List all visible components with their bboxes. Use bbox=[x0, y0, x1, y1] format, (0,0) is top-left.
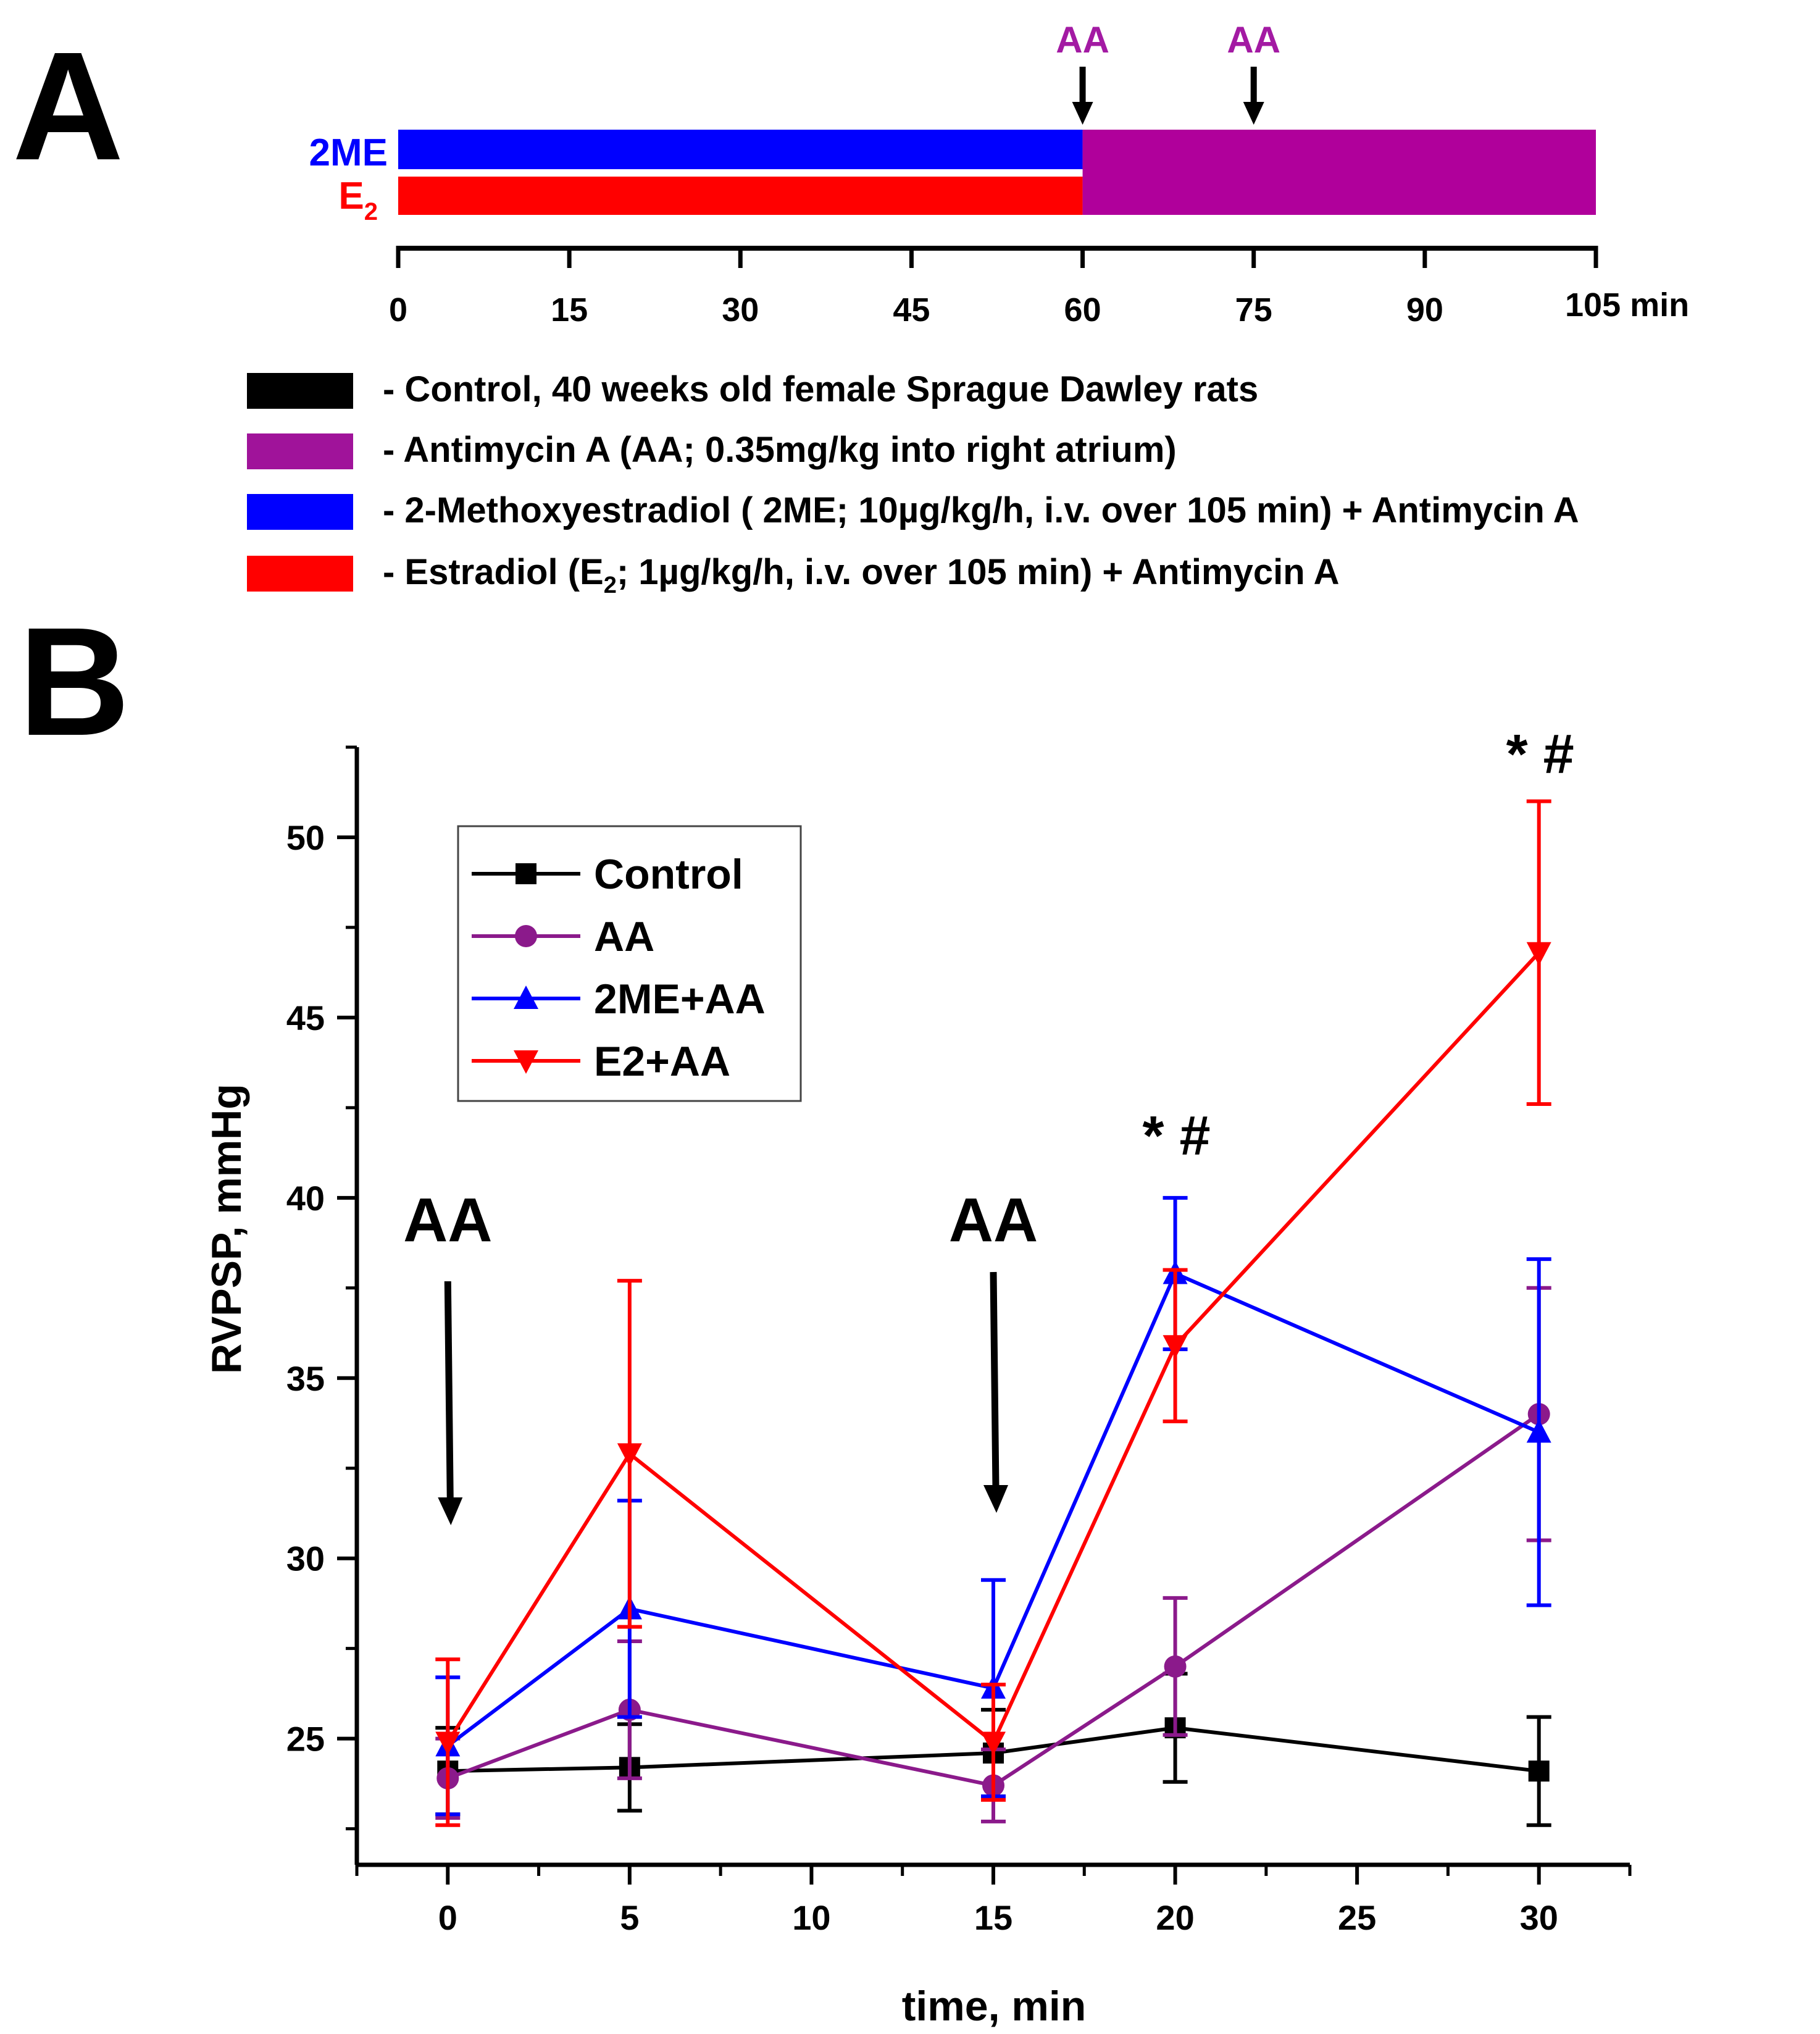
panel-a: A 2ME E2 AA AA 0 15 30 45 60 75 90 105 min - Con… bbox=[12, 19, 1689, 598]
aa-annotation-label: AA bbox=[403, 1186, 492, 1255]
y-tick-label: 50 bbox=[286, 818, 325, 857]
x-axis-label: time, min bbox=[902, 1983, 1087, 2030]
data-point bbox=[1528, 1760, 1550, 1782]
data-point bbox=[435, 1731, 461, 1756]
bar-2me bbox=[398, 130, 1083, 169]
timeline-tick-label: 45 bbox=[893, 291, 930, 329]
legend-marker bbox=[516, 863, 536, 884]
legend-label: 2ME+AA bbox=[594, 976, 766, 1023]
aa-annotation-arrow-shaft bbox=[990, 1271, 1000, 1489]
legend-marker bbox=[514, 986, 538, 1009]
timeline-tick-label: 0 bbox=[389, 291, 407, 329]
data-point bbox=[1163, 1335, 1188, 1359]
aa-arrow-head bbox=[1243, 102, 1264, 125]
row-label-e2-sub: 2 bbox=[364, 198, 378, 225]
protocol-legend: - Control, 40 weeks old female Sprague D… bbox=[247, 369, 1579, 598]
timeline-tick-label: 60 bbox=[1064, 291, 1101, 329]
legend-label: AA bbox=[594, 913, 654, 960]
chart-axes: 0 5 10 15 20 25 30 25 30 35 40 45 50 bbox=[286, 745, 1632, 1937]
bar-e2 bbox=[398, 177, 1083, 215]
chart-annotations: AA AA * # * # bbox=[403, 724, 1574, 1525]
aa-annotation-arrow-head bbox=[983, 1485, 1008, 1513]
x-tick-label: 10 bbox=[792, 1898, 830, 1937]
legend-swatch bbox=[247, 556, 353, 592]
x-tick-label: 30 bbox=[1520, 1898, 1558, 1937]
aa-annotation-arrow-head bbox=[438, 1497, 463, 1525]
timeline-tick-label-last: 105 min bbox=[1565, 287, 1689, 324]
chart-legend: Control AA 2ME+AA E2+AA bbox=[457, 825, 802, 1102]
legend-label: Control bbox=[594, 851, 743, 898]
aa-annotation-label: AA bbox=[949, 1186, 1038, 1255]
data-point bbox=[1526, 942, 1551, 966]
series-e2-aa bbox=[435, 799, 1551, 1827]
aa-arrow-head bbox=[1072, 102, 1093, 125]
aa-mark-label: AA bbox=[1056, 19, 1109, 61]
y-tick-label: 35 bbox=[286, 1359, 325, 1398]
data-point bbox=[1526, 1419, 1551, 1443]
significance-mark: * # bbox=[1143, 1105, 1211, 1167]
legend-entry-text: - Antimycin A (AA; 0.35mg/kg into right … bbox=[383, 430, 1177, 470]
legend-marker bbox=[514, 1050, 538, 1074]
legend-swatch bbox=[247, 494, 353, 530]
data-point bbox=[1164, 1655, 1187, 1678]
panel-b-label: B bbox=[19, 595, 130, 768]
protocol-bars bbox=[398, 130, 1596, 215]
legend-label: E2+AA bbox=[594, 1038, 730, 1085]
legend-marker bbox=[515, 925, 537, 947]
row-label-e2-base: E bbox=[338, 175, 364, 217]
y-tick-label: 30 bbox=[286, 1539, 325, 1578]
x-tick-label: 20 bbox=[1156, 1898, 1194, 1937]
y-tick-label: 40 bbox=[286, 1179, 325, 1218]
legend-text-part: - Estradiol (E bbox=[383, 552, 604, 592]
legend-entry-text: - 2-Methoxyestradiol ( 2ME; 10µg/kg/h, i… bbox=[383, 490, 1579, 530]
rvpsp-chart: 0 5 10 15 20 25 30 25 30 35 40 45 50 AA AA * # * # Cont… bbox=[286, 724, 1632, 1937]
aa-annotation-arrow-shaft bbox=[444, 1281, 454, 1501]
legend-text-part: ; 1µg/kg/h, i.v. over 105 min) + Antimyc… bbox=[617, 552, 1340, 592]
data-point bbox=[981, 1731, 1006, 1756]
row-label-2me: 2ME bbox=[309, 132, 388, 174]
y-tick-label: 25 bbox=[286, 1720, 325, 1759]
legend-text-subscript: 2 bbox=[604, 572, 617, 598]
timeline-tick-label: 75 bbox=[1235, 291, 1272, 329]
row-label-e2: E2 bbox=[338, 175, 378, 225]
significance-mark: * # bbox=[1506, 724, 1574, 785]
y-tick-label: 45 bbox=[286, 998, 325, 1037]
x-tick-label: 5 bbox=[620, 1898, 639, 1937]
legend-entry-text: - Estradiol (E2; 1µg/kg/h, i.v. over 105… bbox=[383, 552, 1339, 598]
timeline-tick-label: 30 bbox=[722, 291, 759, 329]
timeline-tick-label: 15 bbox=[551, 291, 588, 329]
panel-b: B 0 5 10 15 20 25 30 25 30 35 40 45 50 AA AA * # * # Co… bbox=[19, 595, 1632, 2030]
aa-mark-label: AA bbox=[1227, 19, 1280, 61]
aa-injection-marks: AA AA bbox=[1056, 19, 1280, 125]
panel-a-label: A bbox=[12, 20, 124, 192]
timeline-tick-label: 90 bbox=[1406, 291, 1443, 329]
bar-antimycin bbox=[1082, 130, 1596, 215]
legend-entry-text: - Control, 40 weeks old female Sprague D… bbox=[383, 369, 1258, 409]
x-tick-label: 25 bbox=[1338, 1898, 1376, 1937]
timeline-axis: 0 15 30 45 60 75 90 105 min bbox=[389, 246, 1689, 329]
data-point bbox=[617, 1443, 642, 1467]
y-axis-label: RVPSP, mmHg bbox=[203, 1084, 250, 1374]
x-tick-label: 0 bbox=[438, 1898, 457, 1937]
legend-swatch bbox=[247, 433, 353, 469]
x-tick-label: 15 bbox=[974, 1898, 1012, 1937]
legend-swatch bbox=[247, 373, 353, 409]
chart-series bbox=[435, 799, 1551, 1827]
